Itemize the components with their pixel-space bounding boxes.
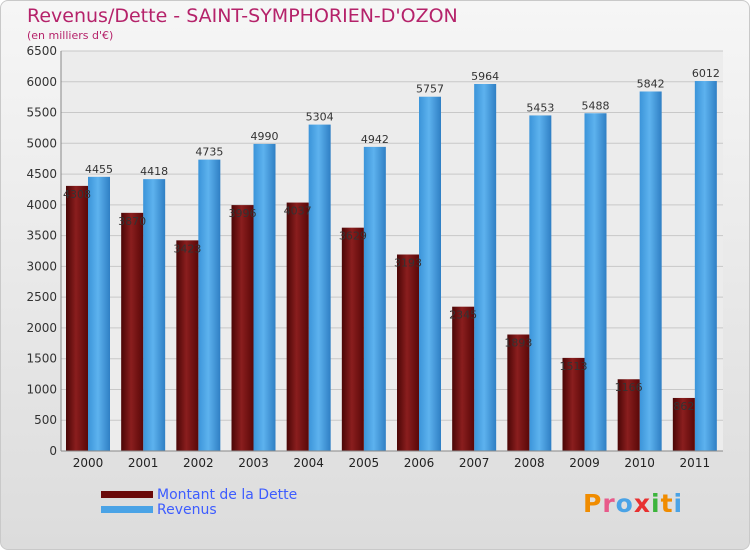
data-label-debt: 4308 [63,188,91,201]
logo-letter: o [615,489,634,518]
data-label-revenue: 5964 [471,70,499,83]
data-label-revenue: 6012 [692,67,720,80]
data-label-revenue: 4942 [361,133,389,146]
bar-debt [562,357,585,451]
bar-revenue [253,143,276,451]
legend-swatch-debt [101,491,153,498]
y-tick-label: 6000 [26,75,57,89]
bar-revenue [143,179,166,451]
legend-item-debt: Montant de la Dette [101,486,298,503]
y-tick-label: 1000 [26,382,57,396]
y-tick-label: 0 [49,444,57,458]
y-tick-label: 3000 [26,259,57,273]
x-tick-label: 2010 [624,456,655,470]
y-tick-label: 5500 [26,106,57,120]
data-label-revenue: 4418 [140,165,168,178]
legend-swatch-revenue [101,506,153,513]
bar-debt [452,306,475,451]
x-tick-label: 2005 [349,456,380,470]
bar-chart: 4455 4308 4418 3870 4735 3423 4990 3996 5304 4037… [26,44,723,470]
chart-subtitle: (en milliers d'€) [27,29,114,42]
x-tick-label: 2002 [183,456,214,470]
bar-debt [397,254,419,451]
data-label-debt: 1513 [560,360,588,373]
legend-label-debt: Montant de la Dette [157,486,298,503]
bar-debt [341,227,364,451]
data-label-debt: 4037 [284,205,312,218]
x-tick-label: 2004 [293,456,324,470]
bar-debt [507,334,530,451]
y-tick-label: 1500 [26,352,57,366]
x-tick-label: 2001 [128,456,159,470]
data-label-revenue: 4455 [85,163,113,176]
data-label-debt: 3193 [394,257,422,270]
data-label-revenue: 4735 [195,146,223,159]
chart-title: Revenus/Dette - SAINT-SYMPHORIEN-D'OZON [27,5,458,27]
chart-legend: Montant de la Dette Revenus [101,486,298,518]
y-tick-label: 5000 [26,136,57,150]
bar-revenue [694,81,717,452]
data-label-revenue: 5757 [416,83,444,96]
y-tick-label: 2500 [26,290,57,304]
x-tick-label: 2003 [238,456,269,470]
bar-revenue [639,91,662,451]
data-label-debt: 3870 [118,215,146,228]
x-tick-label: 2007 [459,456,490,470]
data-label-revenue: 4990 [251,130,279,143]
bar-debt [176,240,199,451]
logo-letter: x [633,489,651,518]
logo-letter: P [583,489,603,518]
data-label-revenue: 5488 [582,99,610,112]
bar-debt [617,379,640,451]
data-label-debt: 3629 [339,230,367,243]
y-tick-label: 2000 [26,321,57,335]
bar-debt [121,212,144,451]
legend-label-revenue: Revenus [157,501,217,518]
logo-letter: r [602,489,616,518]
legend-item-revenue: Revenus [101,501,297,518]
bar-revenue [584,113,607,452]
data-label-debt: 862 [673,400,694,413]
data-label-debt: 3423 [173,242,201,255]
x-tick-label: 2011 [680,456,711,470]
bar-debt [672,397,695,451]
bar-revenue [419,96,441,451]
bar-revenue [363,146,386,451]
proxiti-logo: Proxiti [583,489,683,518]
y-tick-label: 6500 [26,44,57,58]
data-label-revenue: 5842 [637,77,665,90]
data-label-revenue: 5304 [306,111,334,124]
x-tick-label: 2009 [569,456,600,470]
y-tick-label: 3500 [26,229,57,243]
bar-revenue [529,115,552,451]
y-tick-label: 500 [34,413,57,427]
logo-letter: t [660,489,674,518]
logo-letter: i [673,489,684,518]
plot-area [61,51,723,451]
logo-letter: i [651,489,661,518]
bar-revenue [198,159,221,451]
data-label-debt: 3996 [229,207,257,220]
x-tick-label: 2008 [514,456,545,470]
data-label-revenue: 5453 [526,101,554,114]
x-tick-label: 2000 [73,456,104,470]
bar-revenue [474,83,497,451]
bar-debt [231,205,254,451]
bar-revenue [88,176,110,451]
bar-revenue [308,124,331,451]
data-label-debt: 1893 [504,337,532,350]
y-tick-label: 4000 [26,198,57,212]
x-tick-label: 2006 [404,456,435,470]
data-label-debt: 1166 [615,381,643,394]
data-label-debt: 2345 [449,309,477,322]
bar-debt [66,185,88,451]
y-tick-label: 4500 [26,167,57,181]
bar-debt [286,202,309,451]
